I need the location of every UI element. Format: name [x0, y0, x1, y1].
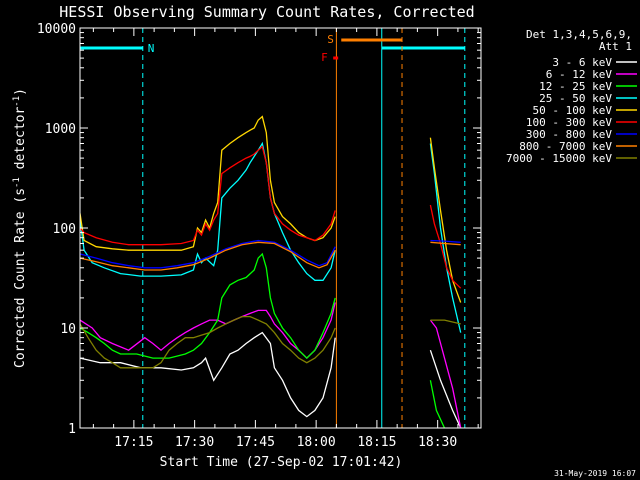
saa-label: S: [327, 33, 334, 46]
series-line-5: [80, 145, 462, 289]
plot-frame: [79, 27, 482, 429]
legend-header-line2: Att 1: [599, 40, 632, 53]
y-axis-label-sup2: -1: [12, 96, 22, 107]
series-line-3: [80, 141, 462, 333]
x-tick-label-2: 17:45: [236, 435, 275, 450]
legend-label-0: 3 - 6 keV: [552, 56, 612, 69]
series-line-4: [80, 115, 462, 303]
legend-label-8: 7000 - 15000 keV: [506, 152, 612, 165]
y-axis-label: Corrected Count Rate (s-1 detector-1): [12, 88, 28, 368]
y-axis-label-main: Corrected Count Rate (s: [13, 188, 28, 368]
flare-label: F: [321, 51, 328, 64]
chart-title: HESSI Observing Summary Count Rates, Cor…: [59, 3, 474, 21]
legend-label-3: 25 - 50 keV: [539, 92, 612, 105]
series-line-1: [80, 302, 462, 428]
y-tick-label-0: 1: [68, 422, 76, 437]
y-tick-label-3: 1000: [45, 122, 76, 137]
legend-label-1: 6 - 12 keV: [546, 68, 613, 81]
y-tick-label-2: 100: [53, 222, 76, 237]
x-tick-label-3: 18:00: [297, 435, 336, 450]
x-axis-label: Start Time (27-Sep-02 17:01:42): [160, 455, 403, 470]
legend-label-7: 800 - 7000 keV: [519, 140, 612, 153]
x-tick-label-0: 17:15: [114, 435, 153, 450]
legend-label-5: 100 - 300 keV: [526, 116, 612, 129]
x-tick-label-5: 18:30: [418, 435, 457, 450]
legend-label-4: 50 - 100 keV: [533, 104, 613, 117]
series-line-8: [80, 315, 461, 369]
x-tick-label-1: 17:30: [175, 435, 214, 450]
footer-timestamp: 31-May-2019 16:07: [554, 469, 636, 478]
series-layer: [80, 115, 462, 428]
series-line-0: [80, 331, 462, 428]
x-tick-label-4: 18:15: [357, 435, 396, 450]
series-line-6: [80, 239, 461, 269]
y-axis-label-sup1: -1: [12, 177, 22, 188]
y-tick-label-4: 10000: [37, 22, 76, 37]
series-line-7: [80, 241, 461, 271]
legend-label-6: 300 - 800 keV: [526, 128, 612, 141]
y-tick-label-1: 10: [60, 322, 76, 337]
night-label: N: [148, 42, 155, 55]
axes-layer: 1 10 100 1000 10000 17:15 17:30 17:45 18:00 18:15…: [37, 22, 481, 450]
y-axis-label-end: ): [13, 88, 28, 96]
legend-header-line1: Det 1,3,4,5,6,9,: [526, 28, 632, 41]
series-line-2: [80, 252, 446, 428]
legend-label-2: 12 - 25 keV: [539, 80, 612, 93]
y-axis-label-mid: detector: [13, 107, 28, 178]
